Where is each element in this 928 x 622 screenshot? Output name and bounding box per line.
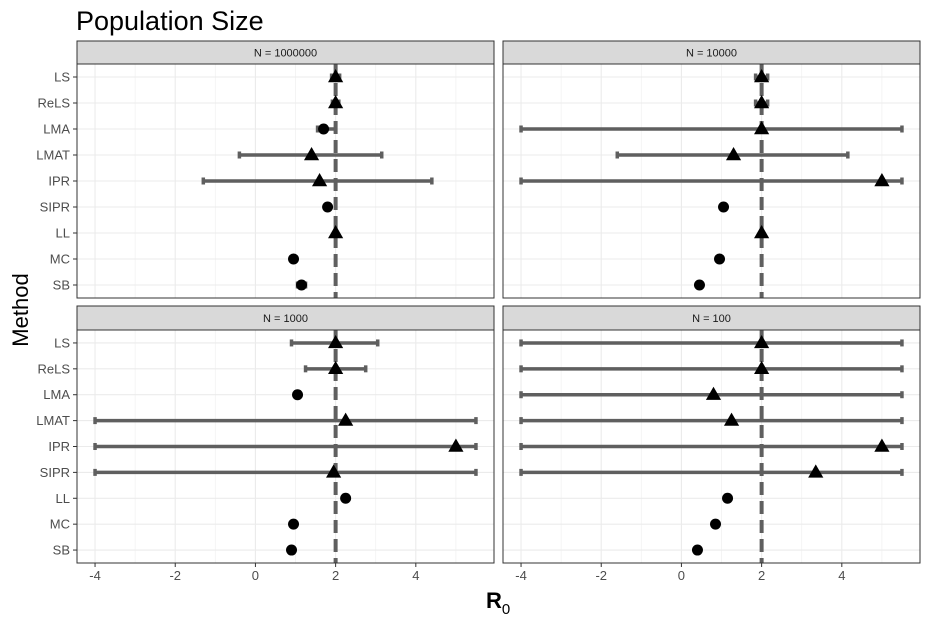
- point-ll: [340, 492, 352, 504]
- point-lma: [705, 386, 722, 400]
- x-tick-label: -4: [515, 568, 527, 583]
- facet-label: N = 1000000: [254, 48, 317, 60]
- point-sb: [693, 279, 705, 291]
- y-tick-label: SIPR: [40, 200, 70, 215]
- point-mc: [288, 518, 300, 530]
- facet-strip: [502, 305, 921, 331]
- y-tick-label: LL: [56, 226, 70, 241]
- point-sb: [691, 544, 703, 556]
- point-sipr: [808, 464, 824, 478]
- point-sb: [286, 544, 298, 556]
- point-ll: [754, 225, 770, 239]
- x-axis-title: R0: [486, 588, 510, 618]
- panel-3: N = 1000 LS ReLS LMA LMAT IPR SIPR LL MC SB -4 -2 0 2…: [36, 305, 495, 583]
- panel-2: N = 10000: [502, 40, 921, 299]
- point-sipr: [718, 201, 730, 213]
- x-tick-label: -2: [169, 568, 181, 583]
- y-tick-label: LMA: [43, 387, 70, 402]
- point-rels: [328, 95, 344, 109]
- y-tick-label: IPR: [48, 439, 70, 454]
- point-ll: [328, 225, 344, 239]
- point-ls: [754, 69, 770, 83]
- point-ls: [328, 69, 344, 83]
- y-tick-label: ReLS: [37, 96, 70, 111]
- y-tick-label: SB: [53, 543, 70, 558]
- point-lmat: [303, 147, 320, 161]
- x-axis-title-main: R: [486, 588, 502, 613]
- x-tick-label: 0: [252, 568, 259, 583]
- point-rels: [328, 360, 344, 375]
- facet-label: N = 1000: [263, 313, 308, 325]
- point-sb: [296, 279, 308, 291]
- y-tick-label: LL: [56, 491, 70, 506]
- point-rels: [754, 95, 770, 109]
- point-mc: [710, 518, 722, 530]
- point-mc: [714, 253, 726, 265]
- point-mc: [288, 253, 300, 265]
- panel-4: N = 100 -4 -2 0 2 4: [502, 305, 921, 583]
- y-tick-label: LS: [54, 335, 70, 350]
- y-tick-label: ReLS: [37, 361, 70, 376]
- x-tick-label: 2: [758, 568, 765, 583]
- panel-border: [502, 329, 921, 564]
- point-lmat: [338, 412, 354, 426]
- y-tick-label: IPR: [48, 174, 70, 189]
- x-axis-title-subscript: 0: [502, 601, 510, 618]
- point-lma: [318, 123, 330, 135]
- y-tick-label: MC: [50, 252, 70, 267]
- point-lmat: [725, 147, 742, 161]
- point-rels: [754, 360, 770, 375]
- y-tick-label: LMA: [43, 122, 70, 137]
- x-tick-label: 0: [678, 568, 685, 583]
- y-tick-label: LS: [54, 70, 70, 85]
- point-sipr: [322, 201, 334, 213]
- facet-label: N = 10000: [686, 48, 737, 60]
- point-lma: [754, 121, 770, 135]
- panel-1: N = 1000000 LS ReLS LMA LMAT IPR SIPR LL MC SB: [36, 40, 495, 299]
- y-tick-label: LMAT: [36, 413, 70, 428]
- x-tick-label: -2: [595, 568, 607, 583]
- y-tick-label: MC: [50, 517, 70, 532]
- y-tick-label: SB: [53, 278, 70, 293]
- facet-label: N = 100: [692, 313, 731, 325]
- x-tick-label: 4: [838, 568, 845, 583]
- x-tick-label: 2: [332, 568, 339, 583]
- panel-border: [502, 63, 921, 299]
- point-ls: [754, 334, 770, 349]
- y-axis-title: Method: [8, 273, 33, 346]
- point-ls: [328, 334, 344, 349]
- chart-title: Population Size: [76, 6, 264, 36]
- y-tick-label: SIPR: [40, 465, 70, 480]
- point-lma: [292, 389, 304, 401]
- x-tick-label: 4: [412, 568, 419, 583]
- point-lmat: [723, 412, 740, 426]
- y-tick-label: LMAT: [36, 148, 70, 163]
- point-ipr: [874, 438, 890, 452]
- x-tick-label: -4: [89, 568, 101, 583]
- point-sipr: [326, 464, 342, 478]
- point-ipr: [874, 173, 890, 187]
- point-ipr: [448, 438, 464, 452]
- point-ll: [722, 492, 734, 504]
- point-ipr: [311, 173, 328, 187]
